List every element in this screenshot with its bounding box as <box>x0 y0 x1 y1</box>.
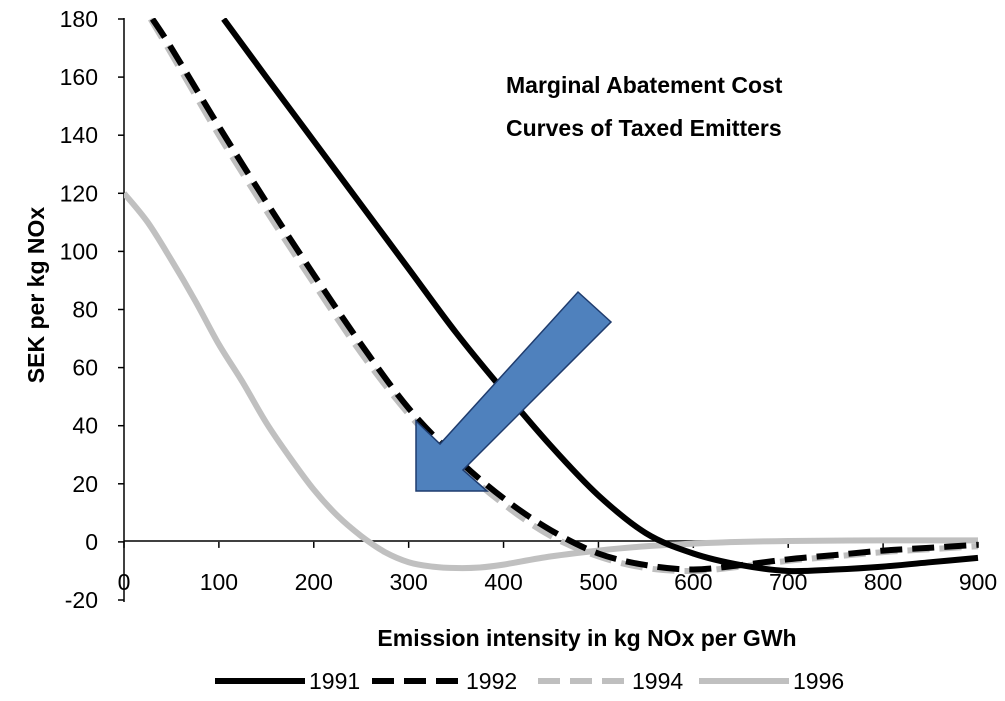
x-tick-label: 400 <box>484 569 522 595</box>
y-tick-label: -20 <box>65 587 98 613</box>
y-axis-title: SEK per kg NOx <box>23 207 49 384</box>
legend-label-1996: 1996 <box>793 668 844 694</box>
y-tick-label: 20 <box>72 471 98 497</box>
x-axis-title: Emission intensity in kg NOx per GWh <box>377 625 796 651</box>
y-tick-label: 140 <box>60 122 98 148</box>
legend-label-1992: 1992 <box>466 668 517 694</box>
arrow-icon <box>415 290 613 492</box>
y-tick-label: 100 <box>60 238 98 264</box>
legend: 1991 1992 1994 1996 <box>215 668 844 694</box>
series-line-1992 <box>149 18 979 573</box>
annotation-line-2: Curves of Taxed Emitters <box>506 115 782 141</box>
y-tick-label: 160 <box>60 64 98 90</box>
y-tick-label: 80 <box>72 297 98 323</box>
y-tick-label: 0 <box>85 529 98 555</box>
y-axis-ticks: -20 0 20 40 60 80 100 120 140 160 180 <box>60 6 124 613</box>
y-tick-label: 120 <box>60 180 98 206</box>
legend-label-1991: 1991 <box>309 668 360 694</box>
x-tick-label: 800 <box>864 569 902 595</box>
y-tick-label: 60 <box>72 355 98 381</box>
x-tick-label: 200 <box>295 569 333 595</box>
series-layer <box>124 18 979 575</box>
x-tick-label: 100 <box>200 569 238 595</box>
x-tick-label: 500 <box>579 569 617 595</box>
series-line-1996 <box>124 191 978 572</box>
y-tick-label: 40 <box>72 413 98 439</box>
x-tick-label: 900 <box>959 569 997 595</box>
y-tick-label: 180 <box>60 6 98 32</box>
annotation-line-1: Marginal Abatement Cost <box>506 72 783 98</box>
x-tick-label: 300 <box>389 569 427 595</box>
legend-label-1994: 1994 <box>632 668 683 694</box>
series-line-1991 <box>221 18 979 575</box>
series-line-1994 <box>148 18 979 575</box>
